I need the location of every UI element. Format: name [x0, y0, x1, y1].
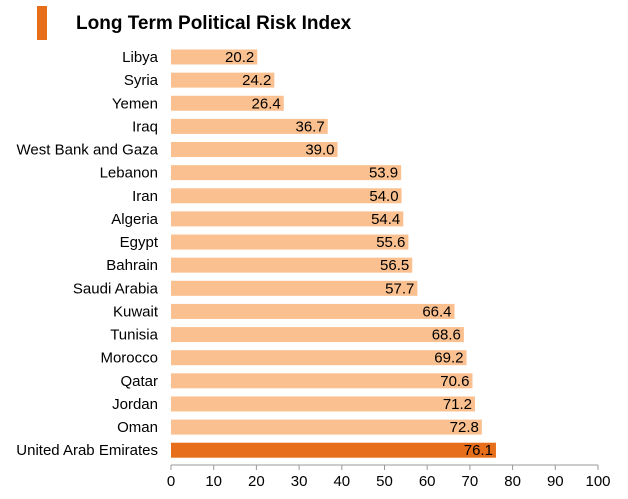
category-label: Yemen	[112, 95, 158, 112]
bar-algeria	[171, 211, 404, 227]
bar-bahrain	[171, 257, 413, 273]
x-tick-label: 10	[205, 473, 222, 490]
category-label: Egypt	[120, 234, 159, 251]
x-tick-label: 0	[167, 473, 175, 490]
category-label: Kuwait	[113, 303, 159, 320]
value-label: 24.2	[242, 72, 271, 89]
category-label: Tunisia	[110, 327, 158, 344]
value-label: 26.4	[252, 95, 281, 112]
value-label: 56.5	[380, 257, 409, 274]
value-labels-group: 20.2 24.2 26.4 36.7 39.0 53.9 54.0 54.4 55.6 56.5…	[225, 49, 493, 459]
category-label: Saudi Arabia	[73, 280, 159, 297]
value-label: 57.7	[385, 280, 414, 297]
value-label: 69.2	[434, 350, 463, 367]
value-label: 68.6	[432, 327, 461, 344]
category-label: Qatar	[120, 373, 158, 390]
value-label: 66.4	[422, 303, 451, 320]
category-label: Oman	[117, 419, 158, 436]
category-label: Lebanon	[100, 165, 158, 182]
x-tick-label: 80	[504, 473, 521, 490]
category-label: West Bank and Gaza	[17, 142, 159, 159]
category-label: Syria	[124, 72, 159, 89]
x-ticks-group: 0 10 20 30 40 50 60 70 80 90 100	[167, 465, 611, 490]
category-label: Iran	[132, 188, 158, 205]
bar-lebanon	[171, 165, 402, 181]
value-label: 53.9	[369, 165, 398, 182]
value-label: 76.1	[464, 442, 493, 459]
value-label: 55.6	[376, 234, 405, 251]
x-tick-label: 100	[585, 473, 610, 490]
bar-iran	[171, 188, 402, 204]
value-label: 72.8	[450, 419, 479, 436]
bar-morocco	[171, 350, 467, 366]
value-label: 36.7	[296, 118, 325, 135]
x-tick-label: 20	[248, 473, 265, 490]
category-label: Algeria	[111, 211, 158, 228]
x-tick-label: 50	[376, 473, 393, 490]
bar-west-bank-and-gaza	[171, 142, 338, 158]
category-label: Libya	[122, 49, 159, 66]
bar-kuwait	[171, 303, 455, 319]
category-label: Jordan	[112, 396, 158, 413]
x-tick-label: 90	[547, 473, 564, 490]
value-label: 54.4	[371, 211, 400, 228]
value-label: 70.6	[440, 373, 469, 390]
x-tick-label: 70	[462, 473, 479, 490]
category-labels-group: Libya Syria Yemen Iraq West Bank and Gaza Leb…	[16, 49, 159, 459]
bar-libya	[171, 49, 258, 65]
bar-saudi-arabia	[171, 280, 418, 296]
bar-jordan	[171, 396, 476, 412]
bar-syria	[171, 72, 275, 88]
value-label: 20.2	[225, 49, 254, 66]
title-accent-bar	[37, 6, 47, 40]
bar-tunisia	[171, 327, 464, 343]
x-tick-label: 30	[291, 473, 308, 490]
category-label: Iraq	[132, 118, 158, 135]
category-label: Bahrain	[106, 257, 158, 274]
category-label: Morocco	[100, 350, 158, 367]
bar-iraq	[171, 118, 328, 134]
bars-group	[171, 49, 496, 458]
bar-oman	[171, 419, 482, 435]
bar-yemen	[171, 95, 284, 111]
category-label: United Arab Emirates	[16, 442, 158, 459]
x-tick-label: 40	[333, 473, 350, 490]
chart-title: Long Term Political Risk Index	[76, 13, 352, 34]
bar-united-arab-emirates	[171, 442, 496, 458]
bar-qatar	[171, 373, 473, 389]
value-label: 54.0	[369, 188, 398, 205]
x-tick-label: 60	[419, 473, 436, 490]
bar-egypt	[171, 234, 409, 250]
value-label: 71.2	[443, 396, 472, 413]
value-label: 39.0	[305, 142, 334, 159]
